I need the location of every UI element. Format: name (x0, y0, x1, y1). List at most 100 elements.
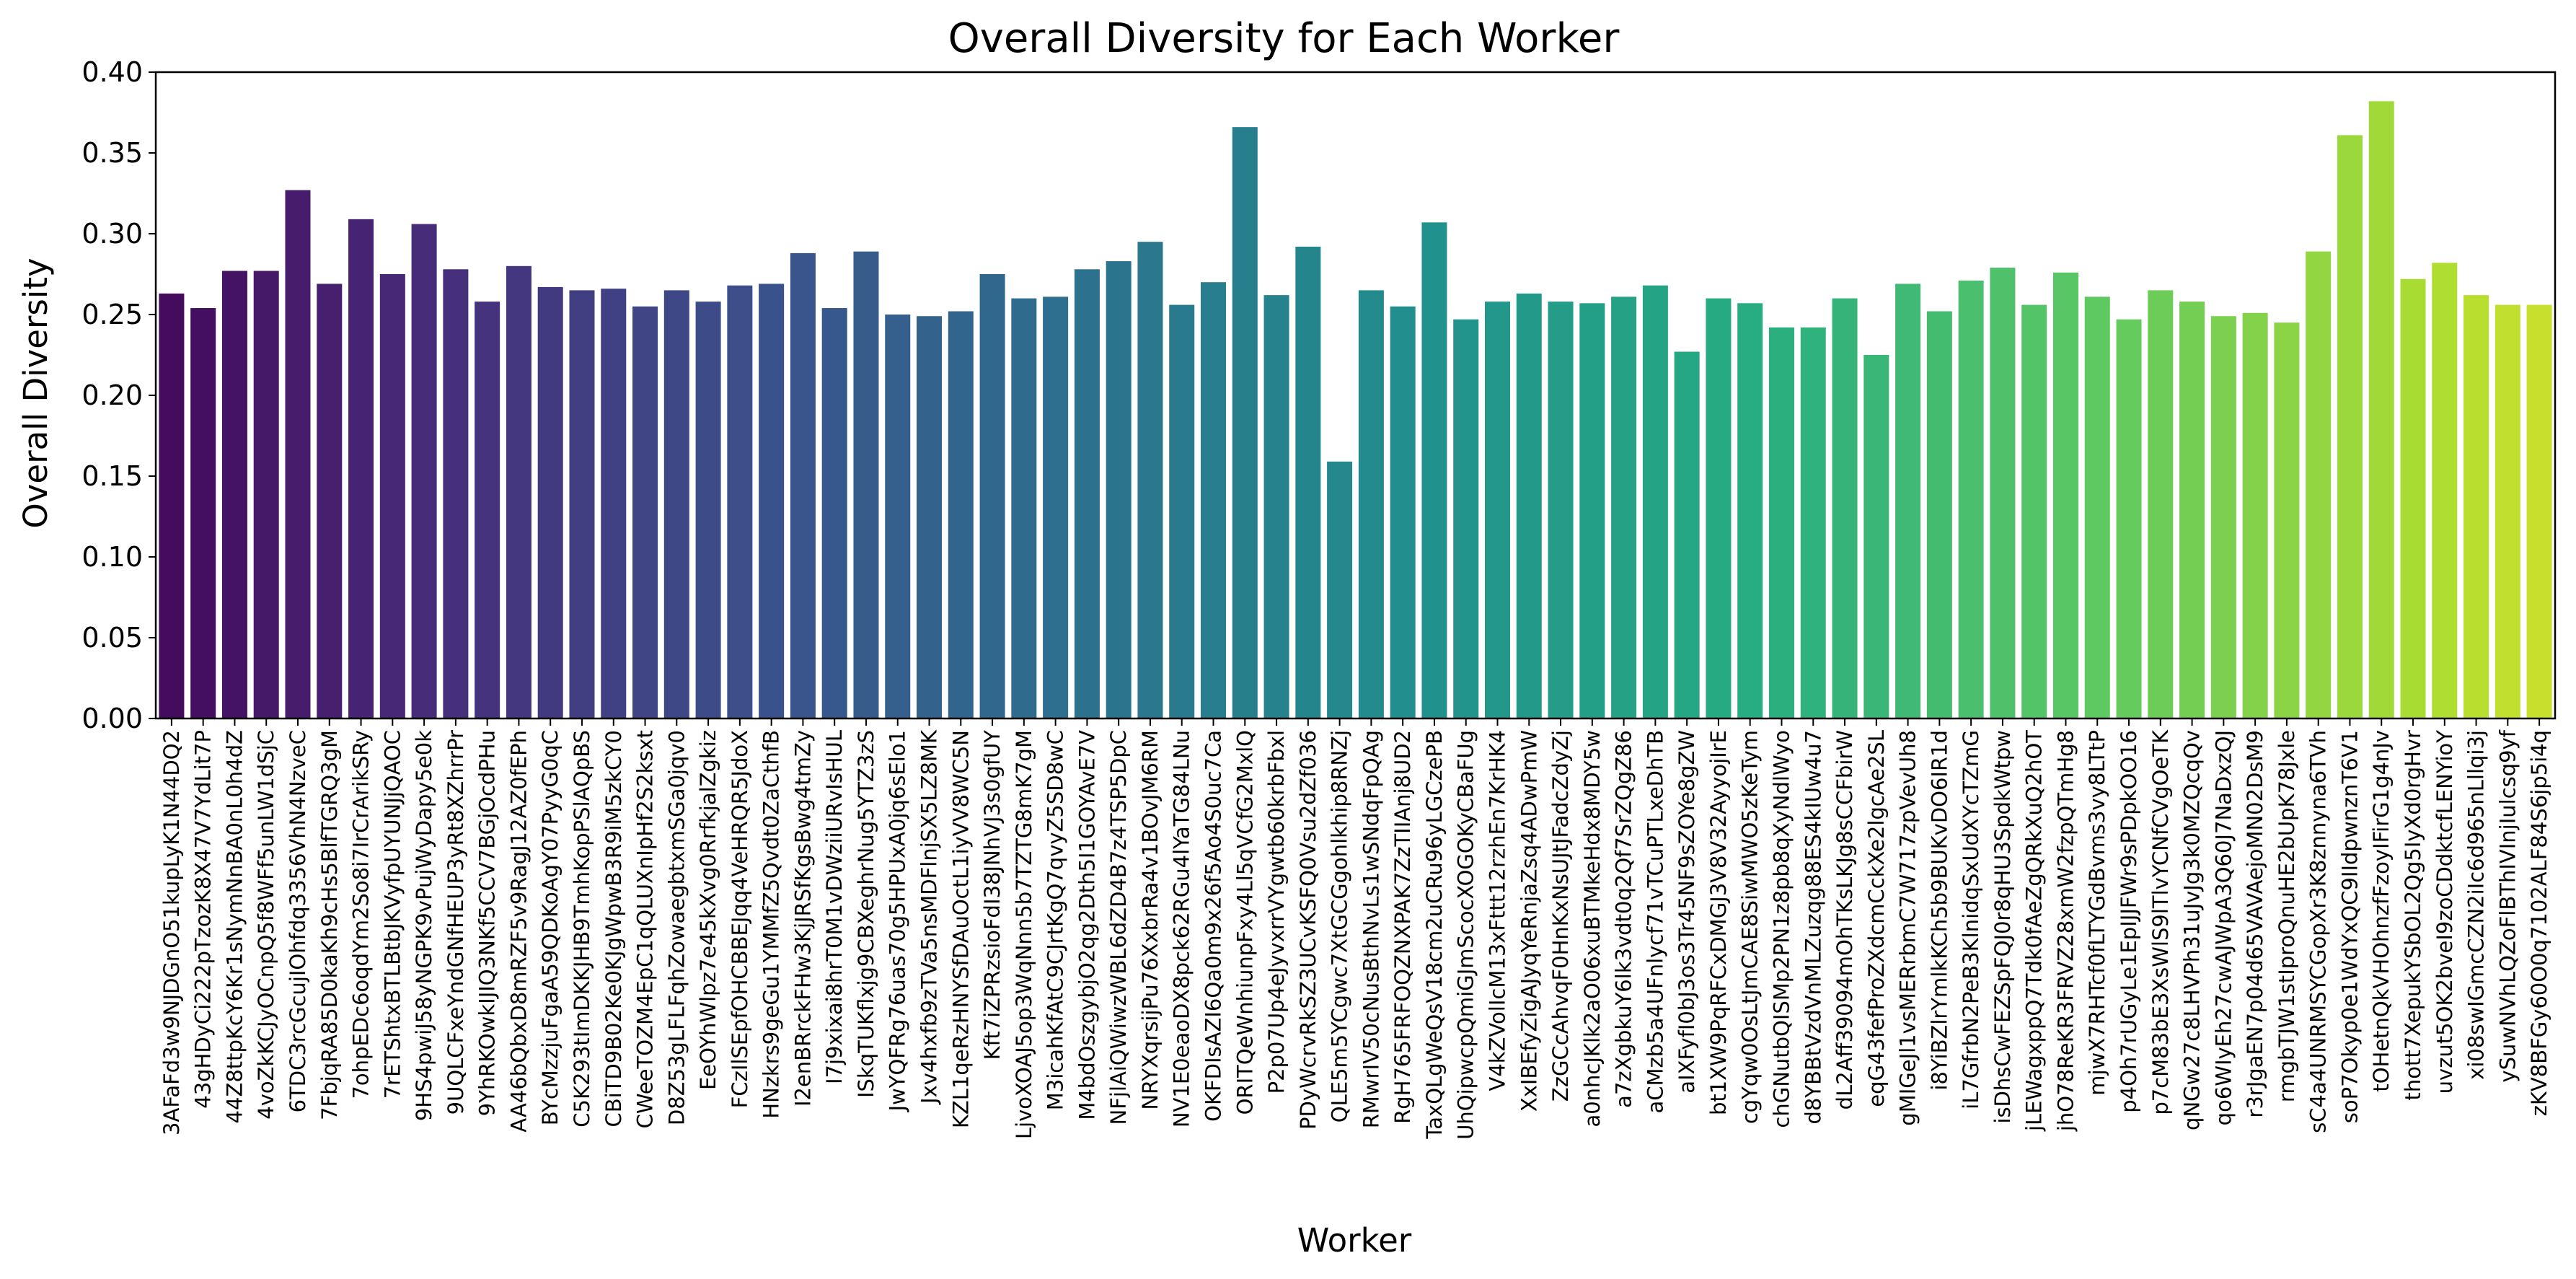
bar (1768, 327, 1794, 718)
x-tick-label: NV1E0eaoDX8pck62RGu4lYaTG84LNu (1170, 730, 1194, 1128)
x-tick-label: FCzIlSEpfOHCBBEJqq4VeHRQR5JdoX (728, 730, 752, 1108)
x-tick-label: 3AFaFd3w9NJDGnO51kupLyK1N44DQ2 (159, 730, 184, 1135)
bar (979, 274, 1005, 718)
y-tick-label: 0.20 (81, 379, 143, 411)
bar (1674, 351, 1700, 718)
x-tick-label: 43gHDyCi222pTzozK8X47V7YdLit7P (191, 730, 216, 1109)
bar (1421, 222, 1447, 718)
y-tick-label: 0.30 (81, 218, 143, 250)
x-tick-label: JwYQFRg76uas70g5HPUxA0jq6sElo1 (886, 730, 910, 1113)
bar (1800, 327, 1826, 718)
x-tick-label: TaxQLgWeQsV18cm2uCRu96yLGCzePB (1422, 730, 1447, 1140)
bar (790, 252, 816, 718)
bar (1263, 295, 1289, 718)
bar (1295, 246, 1321, 718)
bar (1958, 280, 1984, 719)
y-axis-label: Overall Diversity (17, 258, 55, 528)
bar (2210, 316, 2236, 718)
y-tick-label: 0.40 (81, 56, 143, 88)
bar (317, 284, 343, 718)
bar (1232, 127, 1258, 718)
x-tick-label: 7ohpEDc6oqdYm2So8i7IrCrArikSRy (349, 730, 374, 1099)
x-tick-label: eqG43fefProZXdcmCckXe2lgcAe2SL (1864, 730, 1889, 1107)
bar (727, 285, 753, 718)
bar (159, 293, 185, 718)
y-tick-label: 0.15 (81, 460, 143, 492)
y-tick-label: 0.05 (81, 622, 143, 654)
bar (221, 271, 247, 718)
x-tick-label: tOHetnQkVHOhnzfFzoyIFirG1g4nJv (2369, 730, 2394, 1092)
bar (1737, 303, 1763, 718)
x-tick-label: a7zXgbkuY6lk3vdt0q2Qf7SrZQgZ86 (1612, 730, 1636, 1108)
x-tick-label: soP7Okyp0e1WdYxQC9IIdpwnznT6V1 (2337, 730, 2362, 1123)
x-tick-label: mjwX7RHTcf0fLTYGdBvms3vy8LTtP (2085, 730, 2109, 1096)
x-tick-label: 44Z8ttpKcY6Kr1sNymNnBA0nL0h4dZ (222, 730, 247, 1123)
x-tick-label: M4bdOszgybjO2qg2Dth5I1GOYAvE7V (1075, 730, 1099, 1120)
x-tick-label: aIXFyfI0bJ3os3Tr45NF9sZOYe8gZW (1675, 730, 1699, 1094)
bar (1169, 304, 1195, 718)
bar (821, 308, 847, 718)
bar (1863, 355, 1889, 718)
x-tick-label: LjvoXOAJ5op3WqNnn5b7TZTG8mK7gM (1012, 730, 1036, 1139)
bar (1706, 298, 1732, 719)
x-tick-label: V4kZVolIcM13xFttt12rzhEn7KrHK4 (1485, 730, 1509, 1091)
bar (1011, 298, 1037, 719)
y-axis: 0.00 0.05 0.10 0.15 0.20 0.25 0.30 0.35 0.40 (81, 56, 156, 734)
bar (2432, 263, 2458, 718)
bar (601, 289, 627, 718)
bar (1453, 319, 1479, 719)
y-tick-label: 0.10 (81, 541, 143, 573)
bar (2148, 290, 2174, 718)
bar (1074, 269, 1100, 718)
bar (632, 306, 658, 718)
x-tick-label: thott7XepukYSbOL2Qg5IyXd0rgHvr (2401, 730, 2425, 1101)
bar (285, 190, 311, 718)
x-tick-label: zKV8BFGy60O0q7102ALF84S6jp5i4q (2527, 730, 2551, 1116)
bar (2463, 295, 2489, 718)
x-tick-label: Kft7iZPRzsioFdI38JNhVJ3s0gfUY (980, 730, 1005, 1060)
x-tick-label: 6TDC3rcGcujIOhfdq3356VhN4NzveC (286, 730, 310, 1112)
x-tick-label: HNzkrs9geGu1YMMfZ5Qvdt0ZaCthfB (759, 730, 784, 1119)
x-tick-label: ZzGCcAhvqF0HnKxNsUJtJFadcZdyZj (1548, 730, 1573, 1102)
bar (917, 316, 943, 718)
x-tick-label: jhO78ReKR3FRVZ28xmW2fzpQTmHg8 (2053, 730, 2078, 1132)
x-tick-label: a0nhcJKlk2aO06xuBTMkeHdx8MDY5w (1580, 730, 1605, 1128)
x-tick-label: i8YiBZlrYmlkKCh5b9BUKvDO6IR1d (1927, 730, 1951, 1091)
x-tick-label: rmgbTJW1stIproQnuHE2bUpK78Jxle (2275, 730, 2299, 1102)
bar (1106, 261, 1132, 719)
bar (2400, 278, 2426, 719)
bar (2116, 319, 2142, 719)
y-tick-label: 0.35 (81, 137, 143, 169)
bar (1548, 302, 1574, 719)
x-tick-label: bt1XW9PqRFCxDMGJ3V8V32AyyojIrE (1706, 730, 1731, 1115)
x-tick-label: CBiTD9B02Ke0KJgWpwB3R9iM5zkCY0 (601, 730, 626, 1128)
bar (569, 290, 595, 718)
bar (1642, 285, 1668, 718)
bars-group (159, 101, 2552, 719)
x-axis: 3AFaFd3w9NJDGnO51kupLyK1N44DQ2 43gHDyCi22… (159, 718, 2551, 1140)
bar (411, 224, 437, 718)
bar (2495, 304, 2520, 718)
bar (253, 271, 279, 718)
x-tick-label: ySuwNVhLQZoFlBThIVInjIulcsq9yf (2495, 729, 2520, 1082)
bar (948, 311, 974, 718)
x-tick-label: I7j9xixai8hrT0M1vDWziiURvIsHUL (822, 730, 847, 1084)
bar (663, 290, 689, 718)
x-tick-label: p4Oh7rUGyLe1EpIJJFWr9sPDpkOO16 (2117, 730, 2141, 1113)
bar (2274, 322, 2300, 718)
x-tick-label: 9YhRKOwkIJIQ3NKf5CCV7BGjOcdPHu (475, 730, 500, 1116)
bar (475, 302, 500, 719)
bar (190, 308, 216, 718)
bar (1484, 302, 1510, 719)
x-tick-label: P2p07Up4eJyvxrrVYgwtb60krbFbxl (1264, 730, 1289, 1094)
x-tick-label: gMIGeJl1vsMERrbmC7W717zpVevUh8 (1896, 730, 1920, 1126)
bar (1895, 284, 1921, 718)
bar (1926, 311, 1952, 718)
x-tick-label: OKFDIsAZI6Qa0m9x26f5Ao4S0uc7Ca (1201, 730, 1226, 1122)
x-tick-label: CWeeTOZM4EpC1qQLUXnIpHf2S2ksxt (633, 730, 658, 1128)
x-tick-label: ORITQeWnhiunpFxy4Ll5qVCfG2MxlQ (1232, 730, 1257, 1115)
x-tick-label: RgH765FRFOQZNXPAK7ZzTIIAnj8UD2 (1390, 730, 1415, 1124)
bar (1358, 290, 1384, 718)
x-tick-label: 7rETShtxBTLBtbJKVyfpUYUNJjQAOC (380, 730, 405, 1099)
